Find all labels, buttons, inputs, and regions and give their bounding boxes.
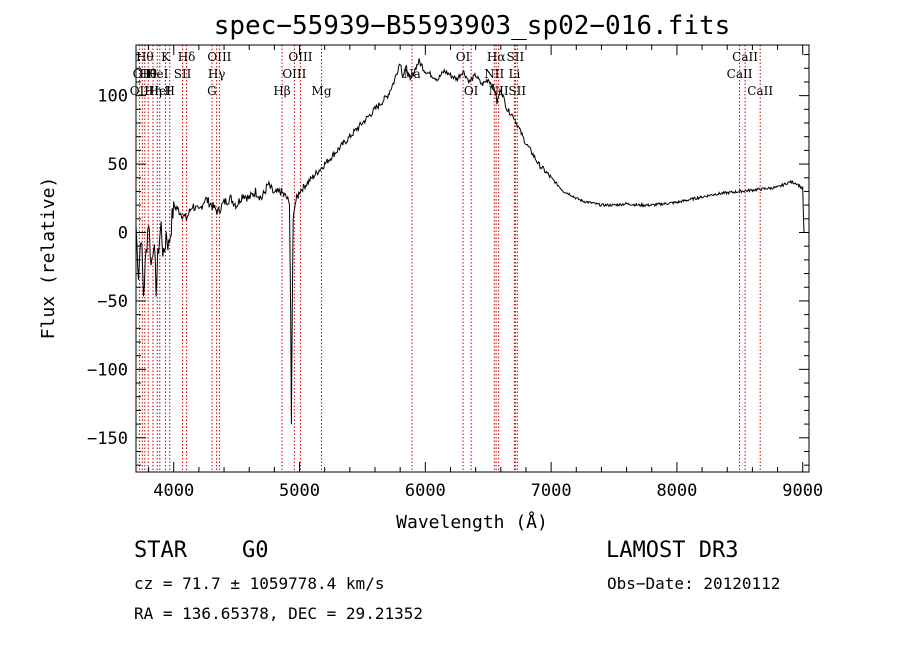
y-tick-label: −150	[87, 429, 128, 449]
x-tick-label: 5000	[279, 481, 320, 501]
x-tick-label: 8000	[656, 481, 697, 501]
spectral-line-label: Hδ	[178, 50, 196, 64]
spectral-line-markers	[138, 45, 761, 472]
y-axis-ticks: 100 50 0 −50 −100 −150	[87, 54, 809, 466]
spectral-line-label: Li	[508, 67, 520, 81]
spectral-line-labels: OIIOIIHθHθHηHeIHeIKHSIIHδGHγOIIIHβOIIIOI…	[130, 50, 774, 98]
spectral-line-label: Hγ	[208, 67, 226, 81]
spectral-line-label: CaII	[727, 67, 753, 81]
survey-label: LAMOST DR3	[606, 538, 739, 563]
spectral-line-label: HeI	[149, 84, 172, 98]
x-axis-label: Wavelength (Å)	[396, 511, 548, 533]
x-axis-ticks: 4000 5000 6000 7000 8000 9000	[148, 45, 823, 501]
spectral-line-label: Hθ	[136, 50, 154, 64]
spectral-line-label: SII	[174, 67, 192, 81]
spectral-line-label: Hβ	[273, 84, 290, 98]
spectral-line-label: OII	[133, 67, 153, 81]
spectrum-series-line	[135, 58, 805, 425]
spectral-line-label: SII	[507, 50, 525, 64]
obs-date-text: Obs−Date: 20120112	[607, 574, 781, 593]
chart-title: spec−55939−B5593903_sp02−016.fits	[214, 11, 731, 41]
spectral-line-label: HeI	[146, 67, 169, 81]
spectral-line-label: Hα	[487, 50, 506, 64]
spectral-line-label: OIII	[207, 50, 231, 64]
class-label: STAR	[134, 538, 187, 563]
spectral-line-label: CaII	[732, 50, 758, 64]
spectral-line-label: H	[164, 84, 174, 98]
y-tick-label: −50	[97, 292, 128, 312]
spectral-line-label: Mg	[312, 84, 332, 98]
subclass-label: G0	[242, 538, 269, 563]
x-tick-label: 6000	[405, 481, 446, 501]
spectral-line-label: OIII	[282, 67, 306, 81]
x-tick-label: 4000	[153, 481, 194, 501]
spectral-line-label: OI	[456, 50, 471, 64]
y-axis-label: Flux (relative)	[38, 177, 59, 340]
y-tick-label: 50	[108, 155, 128, 175]
x-tick-label: 9000	[782, 481, 823, 501]
spectral-line-label: SII	[508, 84, 526, 98]
plot-frame	[135, 44, 810, 473]
spectral-line-label: K	[161, 50, 171, 64]
x-tick-label: 7000	[531, 481, 572, 501]
y-tick-label: 0	[118, 223, 128, 243]
spectral-line-label: G	[207, 84, 217, 98]
y-tick-label: 100	[97, 87, 128, 107]
spectral-line-label: OI	[464, 84, 479, 98]
spectral-line-label: OII	[130, 84, 150, 98]
y-tick-label: −100	[87, 360, 128, 380]
spectral-line-label: Hθ	[139, 67, 157, 81]
spectral-line-label: CaII	[747, 84, 773, 98]
coordinates-text: RA = 136.65378, DEC = 29.21352	[134, 604, 423, 623]
spectral-line-label: OIII	[288, 50, 312, 64]
spectral-line-label: Hη	[144, 84, 162, 98]
spectral-line-label: NII	[484, 67, 504, 81]
redshift-text: cz = 71.7 ± 1059778.4 km/s	[134, 574, 385, 593]
